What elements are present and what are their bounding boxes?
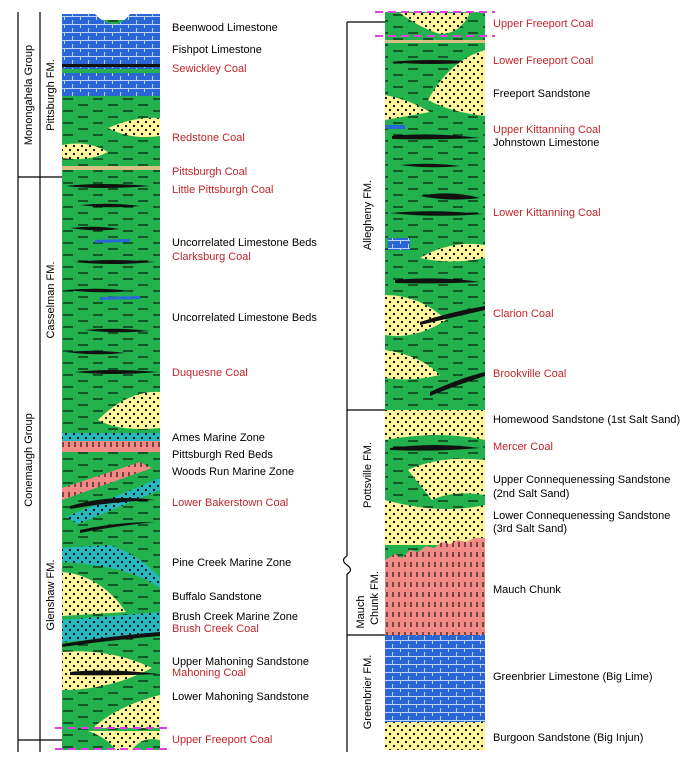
unit-label: Mauch Chunk xyxy=(493,584,561,596)
unit-label: Johnstown Limestone xyxy=(493,137,599,149)
unit-label: Upper Freeport Coal xyxy=(493,18,593,30)
unit-label: Clarion Coal xyxy=(493,308,554,320)
formation-label: Pottsville FM. xyxy=(362,442,374,508)
unit-label: Brush Creek Coal xyxy=(172,623,259,635)
unit-label: Sewickley Coal xyxy=(172,63,247,75)
right-column xyxy=(375,12,495,750)
page: {"left_column": { "groups": ["Monongahel… xyxy=(0,0,690,758)
formation-label: Glenshaw FM. xyxy=(45,560,57,631)
unit-label: Beenwood Limestone xyxy=(172,22,278,34)
unit-label: Pittsburgh Red Beds xyxy=(172,449,273,461)
group-label: Conemaugh Group xyxy=(23,413,35,507)
unit-label: Lower Bakerstown Coal xyxy=(172,497,288,509)
unit-label: Brookville Coal xyxy=(493,368,566,380)
unit-label: Upper Freeport Coal xyxy=(172,734,272,746)
unit-label: (3rd Salt Sand) xyxy=(493,523,567,535)
unit-label: Lower Freeport Coal xyxy=(493,55,593,67)
unit-label: Little Pittsburgh Coal xyxy=(172,184,274,196)
unit-label: Redstone Coal xyxy=(172,132,245,144)
unit-label: Mercer Coal xyxy=(493,441,553,453)
formation-label: Chunk FM. xyxy=(369,571,381,625)
unit-label: (2nd Salt Sand) xyxy=(493,488,569,500)
unit-label: Uncorrelated Limestone Beds xyxy=(172,237,317,249)
group-label: Monongahela Group xyxy=(23,45,35,145)
unit-label: Brush Creek Marine Zone xyxy=(172,611,298,623)
left-column xyxy=(55,14,172,750)
unit-label: Greenbrier Limestone (Big Lime) xyxy=(493,671,653,683)
right-brackets xyxy=(344,22,386,752)
formation-label: Greenbrier FM. xyxy=(362,655,374,730)
unit-label: Lower Mahoning Sandstone xyxy=(172,691,309,703)
unit-label: Clarksburg Coal xyxy=(172,251,251,263)
unit-label: Buffalo Sandstone xyxy=(172,591,262,603)
unit-label: Pittsburgh Coal xyxy=(172,166,247,178)
unit-label: Lower Connequenessing Sandstone xyxy=(493,510,670,522)
unit-label: Woods Run Marine Zone xyxy=(172,466,294,478)
formation-label: Mauch xyxy=(355,595,367,628)
unit-label: Uncorrelated Limestone Beds xyxy=(172,312,317,324)
formation-label: Casselman FM. xyxy=(45,261,57,338)
unit-label: Ames Marine Zone xyxy=(172,432,265,444)
formation-label: Pittsburgh FM. xyxy=(45,59,57,131)
unit-label: Duquesne Coal xyxy=(172,367,248,379)
stratigraphic-diagram: Monongahela Group Conemaugh Group Pittsb… xyxy=(0,0,690,758)
unit-label: Freeport Sandstone xyxy=(493,88,590,100)
unit-label: Upper Kittanning Coal xyxy=(493,124,601,136)
unit-label: Lower Kittanning Coal xyxy=(493,207,601,219)
unit-label: Mahoning Coal xyxy=(172,667,246,679)
unit-label: Upper Connequenessing Sandstone xyxy=(493,474,670,486)
unit-label: Pine Creek Marine Zone xyxy=(172,557,291,569)
unit-label: Fishpot Limestone xyxy=(172,44,262,56)
formation-label: Allegheny FM. xyxy=(362,180,374,250)
unit-label: Burgoon Sandstone (Big Injun) xyxy=(493,732,643,744)
unit-label: Homewood Sandstone (1st Salt Sand) xyxy=(493,414,680,426)
